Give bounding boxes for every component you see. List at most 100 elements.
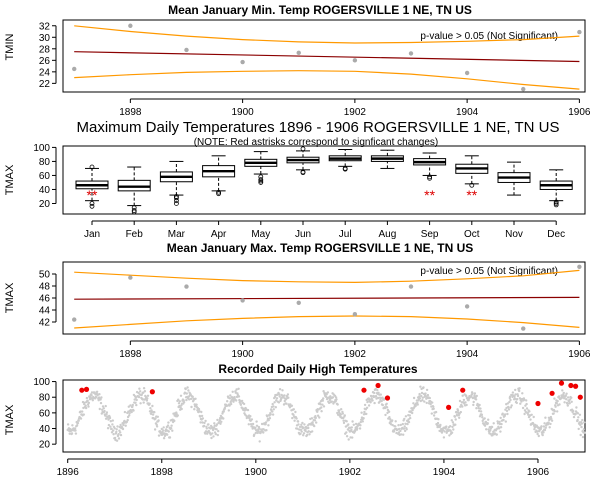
- tmax-point: [408, 284, 414, 289]
- daily-point: [360, 411, 363, 414]
- daily-point: [154, 417, 157, 420]
- daily-point: [229, 394, 232, 397]
- daily-point: [77, 419, 80, 422]
- daily-point: [320, 406, 323, 409]
- daily-point: [189, 397, 193, 401]
- daily-point: [564, 394, 567, 397]
- daily-point: [272, 408, 275, 411]
- daily-point: [157, 434, 161, 437]
- box-outlier: [89, 201, 95, 206]
- daily-point: [351, 436, 354, 439]
- daily-point: [499, 416, 502, 420]
- daily-point: [310, 417, 314, 420]
- daily-point: [505, 409, 509, 413]
- daily-point: [483, 424, 487, 427]
- daily-point: [249, 423, 253, 426]
- panel-tmin-annotation: p-value > 0.05 (Not Significant): [420, 31, 558, 42]
- daily-point: [248, 417, 251, 420]
- daily-point: [425, 388, 429, 392]
- daily-point: [297, 423, 300, 426]
- daily-point: [322, 397, 325, 400]
- daily-point: [145, 399, 149, 402]
- daily-point: [176, 414, 179, 417]
- daily-y-tick-label: 60: [39, 408, 51, 419]
- daily-point: [580, 425, 583, 429]
- daily-point: [182, 401, 186, 404]
- panel-box-title: Maximum Daily Temperatures 1896 - 1906 R…: [77, 119, 560, 136]
- daily-point: [195, 403, 198, 406]
- daily-point: [356, 427, 359, 430]
- daily-point: [75, 424, 79, 427]
- tmin-trend-line: [74, 51, 580, 63]
- daily-point: [119, 423, 122, 427]
- daily-point: [391, 423, 394, 427]
- daily-point: [414, 404, 417, 408]
- daily-point: [341, 412, 344, 415]
- box-may: [244, 151, 278, 185]
- daily-point: [521, 392, 524, 395]
- daily-point: [509, 406, 513, 409]
- daily-point: [570, 396, 573, 399]
- daily-point: [485, 428, 488, 431]
- daily-point: [330, 400, 333, 403]
- daily-point: [425, 401, 428, 405]
- daily-point: [542, 431, 545, 434]
- daily-point: [575, 406, 578, 409]
- daily-point: [320, 410, 323, 413]
- daily-point: [400, 433, 403, 436]
- daily-point: [106, 416, 109, 419]
- daily-point: [478, 415, 482, 418]
- daily-point: [200, 410, 203, 414]
- daily-point: [277, 401, 281, 404]
- daily-point: [521, 406, 525, 410]
- daily-point: [211, 428, 215, 432]
- daily-point: [498, 420, 501, 424]
- record-high-point: [577, 394, 583, 400]
- daily-point: [529, 418, 532, 421]
- box-x-tick-label: Sep: [421, 229, 439, 240]
- record-high-point: [572, 383, 579, 389]
- daily-point: [300, 423, 303, 426]
- daily-point: [316, 414, 320, 417]
- daily-point: [342, 421, 346, 425]
- daily-point: [365, 406, 369, 409]
- daily-point: [530, 413, 533, 416]
- daily-point: [418, 395, 421, 398]
- daily-point: [142, 391, 145, 394]
- daily-point: [422, 386, 425, 389]
- box-jul: [328, 149, 362, 172]
- daily-point: [437, 418, 440, 421]
- tmax-point: [72, 317, 77, 322]
- daily-point: [543, 422, 546, 425]
- daily-point: [562, 391, 565, 395]
- daily-point: [459, 410, 462, 414]
- daily-point: [250, 418, 254, 421]
- daily-point: [117, 433, 120, 436]
- daily-point: [374, 387, 377, 391]
- daily-point: [115, 428, 118, 431]
- daily-point: [483, 417, 486, 420]
- daily-point: [212, 435, 215, 438]
- panel-box-frame: [62, 145, 586, 215]
- daily-point: [177, 398, 180, 401]
- tmin-x-axis: 1898 1900 1902 1904 1906: [119, 98, 591, 118]
- record-high-point: [361, 387, 367, 393]
- tmin-x-tick-label: 1906: [568, 107, 591, 118]
- daily-point: [299, 432, 302, 435]
- daily-point: [95, 396, 98, 399]
- daily-point: [578, 413, 582, 416]
- daily-point: [251, 422, 255, 426]
- daily-point: [421, 399, 424, 402]
- daily-point: [471, 392, 474, 395]
- daily-point: [568, 402, 571, 405]
- daily-point: [454, 423, 457, 426]
- daily-point: [300, 430, 303, 433]
- daily-point: [336, 403, 339, 406]
- daily-point: [93, 391, 96, 394]
- daily-point: [389, 418, 392, 421]
- daily-point-cloud: [66, 385, 586, 443]
- daily-point: [354, 422, 358, 426]
- daily-point: [474, 398, 478, 401]
- box-jun: [286, 146, 320, 176]
